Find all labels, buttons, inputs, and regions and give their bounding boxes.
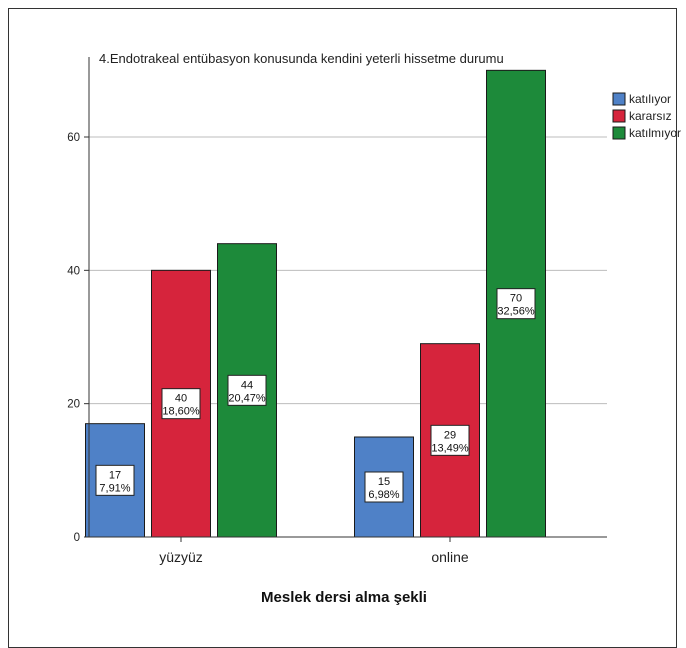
data-label-percent: 13,49% [431,442,469,454]
x-axis-title: Meslek dersi alma şekli [261,589,427,606]
data-label-count: 44 [241,379,253,391]
data-label-count: 29 [444,429,456,441]
data-label-percent: 32,56% [497,306,535,318]
legend-swatch [612,92,626,106]
x-tick-label: online [431,549,469,565]
legend-swatch [612,109,626,123]
axes: 0 20 40 60 yüzyüz online [67,57,607,565]
legend-swatch [612,126,626,140]
data-label-box [364,471,404,503]
data-label-percent: 18,60% [162,406,200,418]
data-label-count: 17 [109,469,121,481]
legend-label: katılıyor [629,92,671,106]
chart-frame: 4.Endotrakeal entübasyon konusunda kendi… [8,8,681,648]
data-label-count: 15 [378,476,390,488]
chart-title: 4.Endotrakeal entübasyon konusunda kendi… [99,51,504,66]
data-label-box [430,424,470,456]
x-tick-label: yüzyüz [159,549,203,565]
data-label-count: 40 [175,393,187,405]
data-label-box [95,464,135,496]
legend-label: kararsız [629,109,672,123]
data-label-percent: 20,47% [228,392,266,404]
data-label-percent: 7,91% [99,482,130,494]
bar-chart: 4.Endotrakeal entübasyon konusunda kendi… [67,51,681,606]
data-label-box [496,288,536,320]
data-label-box [161,388,201,420]
y-tick-label: 20 [67,399,80,411]
legend-label: katılmıyor [629,126,681,140]
data-label-percent: 6,98% [368,489,399,501]
y-tick-label: 0 [74,532,80,544]
data-label-count: 70 [510,293,522,305]
bars [85,69,546,538]
y-tick-label: 60 [67,132,80,144]
y-tick-label: 40 [67,265,80,277]
data-label-box [227,374,267,406]
legend: katılıyor kararsız katılmıyor [612,92,681,140]
